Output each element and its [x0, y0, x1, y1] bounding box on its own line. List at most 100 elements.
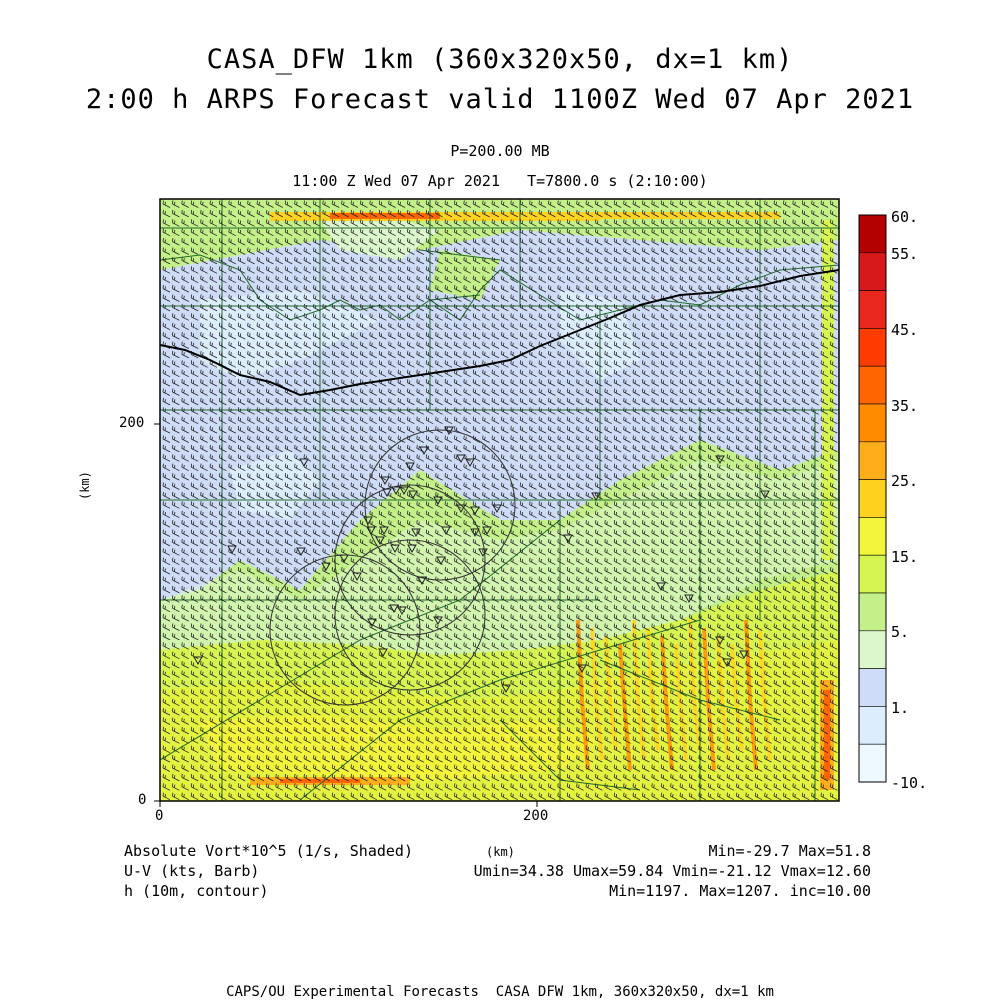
county-boundaries — [160, 199, 839, 801]
radar-station-marker — [470, 528, 480, 538]
colorbar-bin — [858, 554, 887, 594]
radar-station-marker — [375, 536, 385, 546]
radar-station-marker — [433, 616, 443, 626]
legend-height-range: Min=1197. Max=1207. inc=10.00 — [609, 882, 871, 900]
colorbar-bin — [858, 365, 887, 405]
radar-station-marker — [397, 606, 407, 616]
colorbar-bin — [858, 592, 887, 632]
x-axis-label: (km) — [486, 845, 515, 859]
colorbar-bin — [858, 290, 887, 329]
legend-wind: U-V (kts, Barb) — [124, 862, 260, 880]
radar-station-marker — [577, 664, 587, 674]
radar-station-marker — [470, 506, 480, 516]
radar-station-marker — [405, 462, 415, 472]
y-tick-200: 200 — [119, 415, 145, 431]
colorbar-label: 5. — [891, 623, 910, 641]
colorbar-label: 45. — [891, 321, 919, 339]
x-tick-200: 200 — [523, 808, 549, 824]
radar-station-marker — [684, 594, 694, 604]
radar-station-marker — [760, 490, 770, 500]
station-markers — [193, 426, 770, 694]
radar-station-marker — [501, 684, 511, 694]
radar-station-marker — [482, 526, 492, 536]
colorbar-bin — [858, 743, 887, 783]
convective-streak — [758, 627, 772, 761]
radar-station-marker — [352, 572, 362, 582]
convective-streak — [702, 627, 716, 771]
colorbar-bin — [858, 706, 887, 745]
convective-streak — [604, 635, 618, 751]
radar-station-marker — [444, 426, 454, 436]
colorbar-label: 1. — [891, 699, 910, 717]
colorbar-label: 55. — [891, 245, 919, 263]
radar-station-marker — [411, 528, 421, 538]
convective-streak — [730, 643, 744, 751]
radar-station-marker — [389, 604, 399, 614]
colorbar-label: -10. — [891, 774, 928, 792]
colorbar-bin — [858, 517, 887, 556]
radar-station-marker — [433, 496, 443, 506]
radar-station-marker — [296, 547, 306, 557]
radar-station-marker — [366, 526, 376, 536]
radar-station-marker — [321, 562, 331, 572]
wind-barb-field — [162, 200, 838, 801]
colorbar-label: 60. — [891, 208, 919, 226]
legend-wind-range: Umin=34.38 Umax=59.84 Vmin=-21.12 Vmax=1… — [473, 862, 871, 880]
colorbar-bin — [858, 668, 887, 707]
radar-station-marker — [492, 504, 502, 514]
radar-station-marker — [591, 492, 601, 502]
radar-station-marker — [363, 516, 373, 526]
radar-station-marker — [299, 458, 309, 468]
radar-station-marker — [399, 486, 409, 496]
radar-station-marker — [419, 446, 429, 456]
radar-station-marker — [715, 455, 725, 465]
colorbar-bin — [858, 479, 887, 518]
legend-height: h (10m, contour) — [124, 882, 269, 900]
radar-station-marker — [441, 526, 451, 536]
radar-station-marker — [656, 582, 666, 592]
radar-station-marker — [722, 658, 732, 668]
wind-barbs — [162, 200, 838, 801]
radar-station-marker — [478, 548, 488, 558]
radar-station-marker — [465, 458, 475, 468]
radar-station-marker — [227, 545, 237, 555]
height-contour-line — [159, 269, 840, 397]
x-tick-0: 0 — [155, 808, 164, 824]
radar-station-marker — [456, 504, 466, 514]
legend-vorticity-range: Min=-29.7 Max=51.8 — [708, 842, 871, 860]
colorbar-bin — [858, 328, 887, 367]
radar-station-marker — [436, 556, 446, 566]
legend-vorticity: Absolute Vort*10^5 (1/s, Shaded) — [124, 842, 413, 860]
radar-station-marker — [379, 526, 389, 536]
radar-station-marker — [563, 534, 573, 544]
radar-station-marker — [380, 476, 390, 486]
colorbar-label: 35. — [891, 397, 919, 415]
colorbar-bin — [858, 441, 887, 480]
footer-credit: CAPS/OU Experimental Forecasts CASA DFW … — [226, 984, 774, 1000]
y-tick-0: 0 — [138, 792, 147, 808]
colorbar-bin — [858, 214, 887, 254]
radar-station-marker — [339, 554, 349, 564]
plot-frame — [159, 198, 840, 802]
colorbar — [858, 214, 887, 783]
y-axis-label: (km) — [78, 471, 92, 500]
radar-station-marker — [193, 656, 203, 666]
radar-station-marker — [382, 488, 392, 498]
radar-station-marker — [715, 636, 725, 646]
colorbar-bin — [858, 252, 887, 291]
radar-station-marker — [390, 544, 400, 554]
colorbar-bin — [858, 630, 887, 669]
radar-station-marker — [407, 544, 417, 554]
valid-time-label: 11:00 Z Wed 07 Apr 2021 T=7800.0 s (2:10… — [292, 172, 708, 190]
radar-station-marker — [378, 648, 388, 658]
colorbar-label: 15. — [891, 548, 919, 566]
radar-station-marker — [417, 576, 427, 586]
radar-station-marker — [391, 486, 401, 496]
convective-streak — [660, 635, 674, 771]
colorbar-bin — [858, 403, 887, 443]
radar-station-marker — [408, 490, 418, 500]
chart-subtitle: 2:00 h ARPS Forecast valid 1100Z Wed 07 … — [85, 84, 915, 115]
radar-station-marker — [456, 454, 466, 464]
pressure-level-label: P=200.00 MB — [450, 142, 550, 160]
